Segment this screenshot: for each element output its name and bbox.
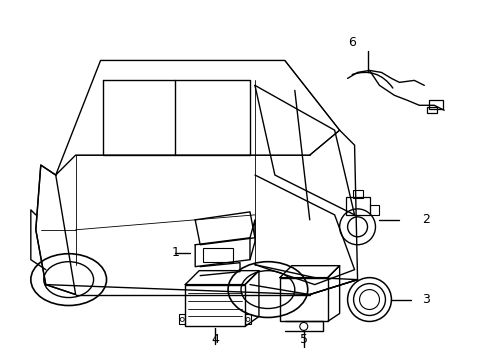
Bar <box>185 285 244 327</box>
Bar <box>369 205 379 215</box>
Bar <box>279 278 327 321</box>
Bar <box>345 197 369 215</box>
Text: 5: 5 <box>299 333 307 346</box>
Text: 6: 6 <box>347 36 355 49</box>
Text: 1: 1 <box>171 246 179 259</box>
Bar <box>179 315 185 324</box>
Bar <box>244 315 250 324</box>
Bar <box>428 100 442 109</box>
Text: 3: 3 <box>422 293 429 306</box>
Bar <box>427 107 436 113</box>
Bar <box>203 248 233 262</box>
Text: 2: 2 <box>422 213 429 226</box>
Bar <box>352 190 362 198</box>
Text: 4: 4 <box>211 333 219 346</box>
